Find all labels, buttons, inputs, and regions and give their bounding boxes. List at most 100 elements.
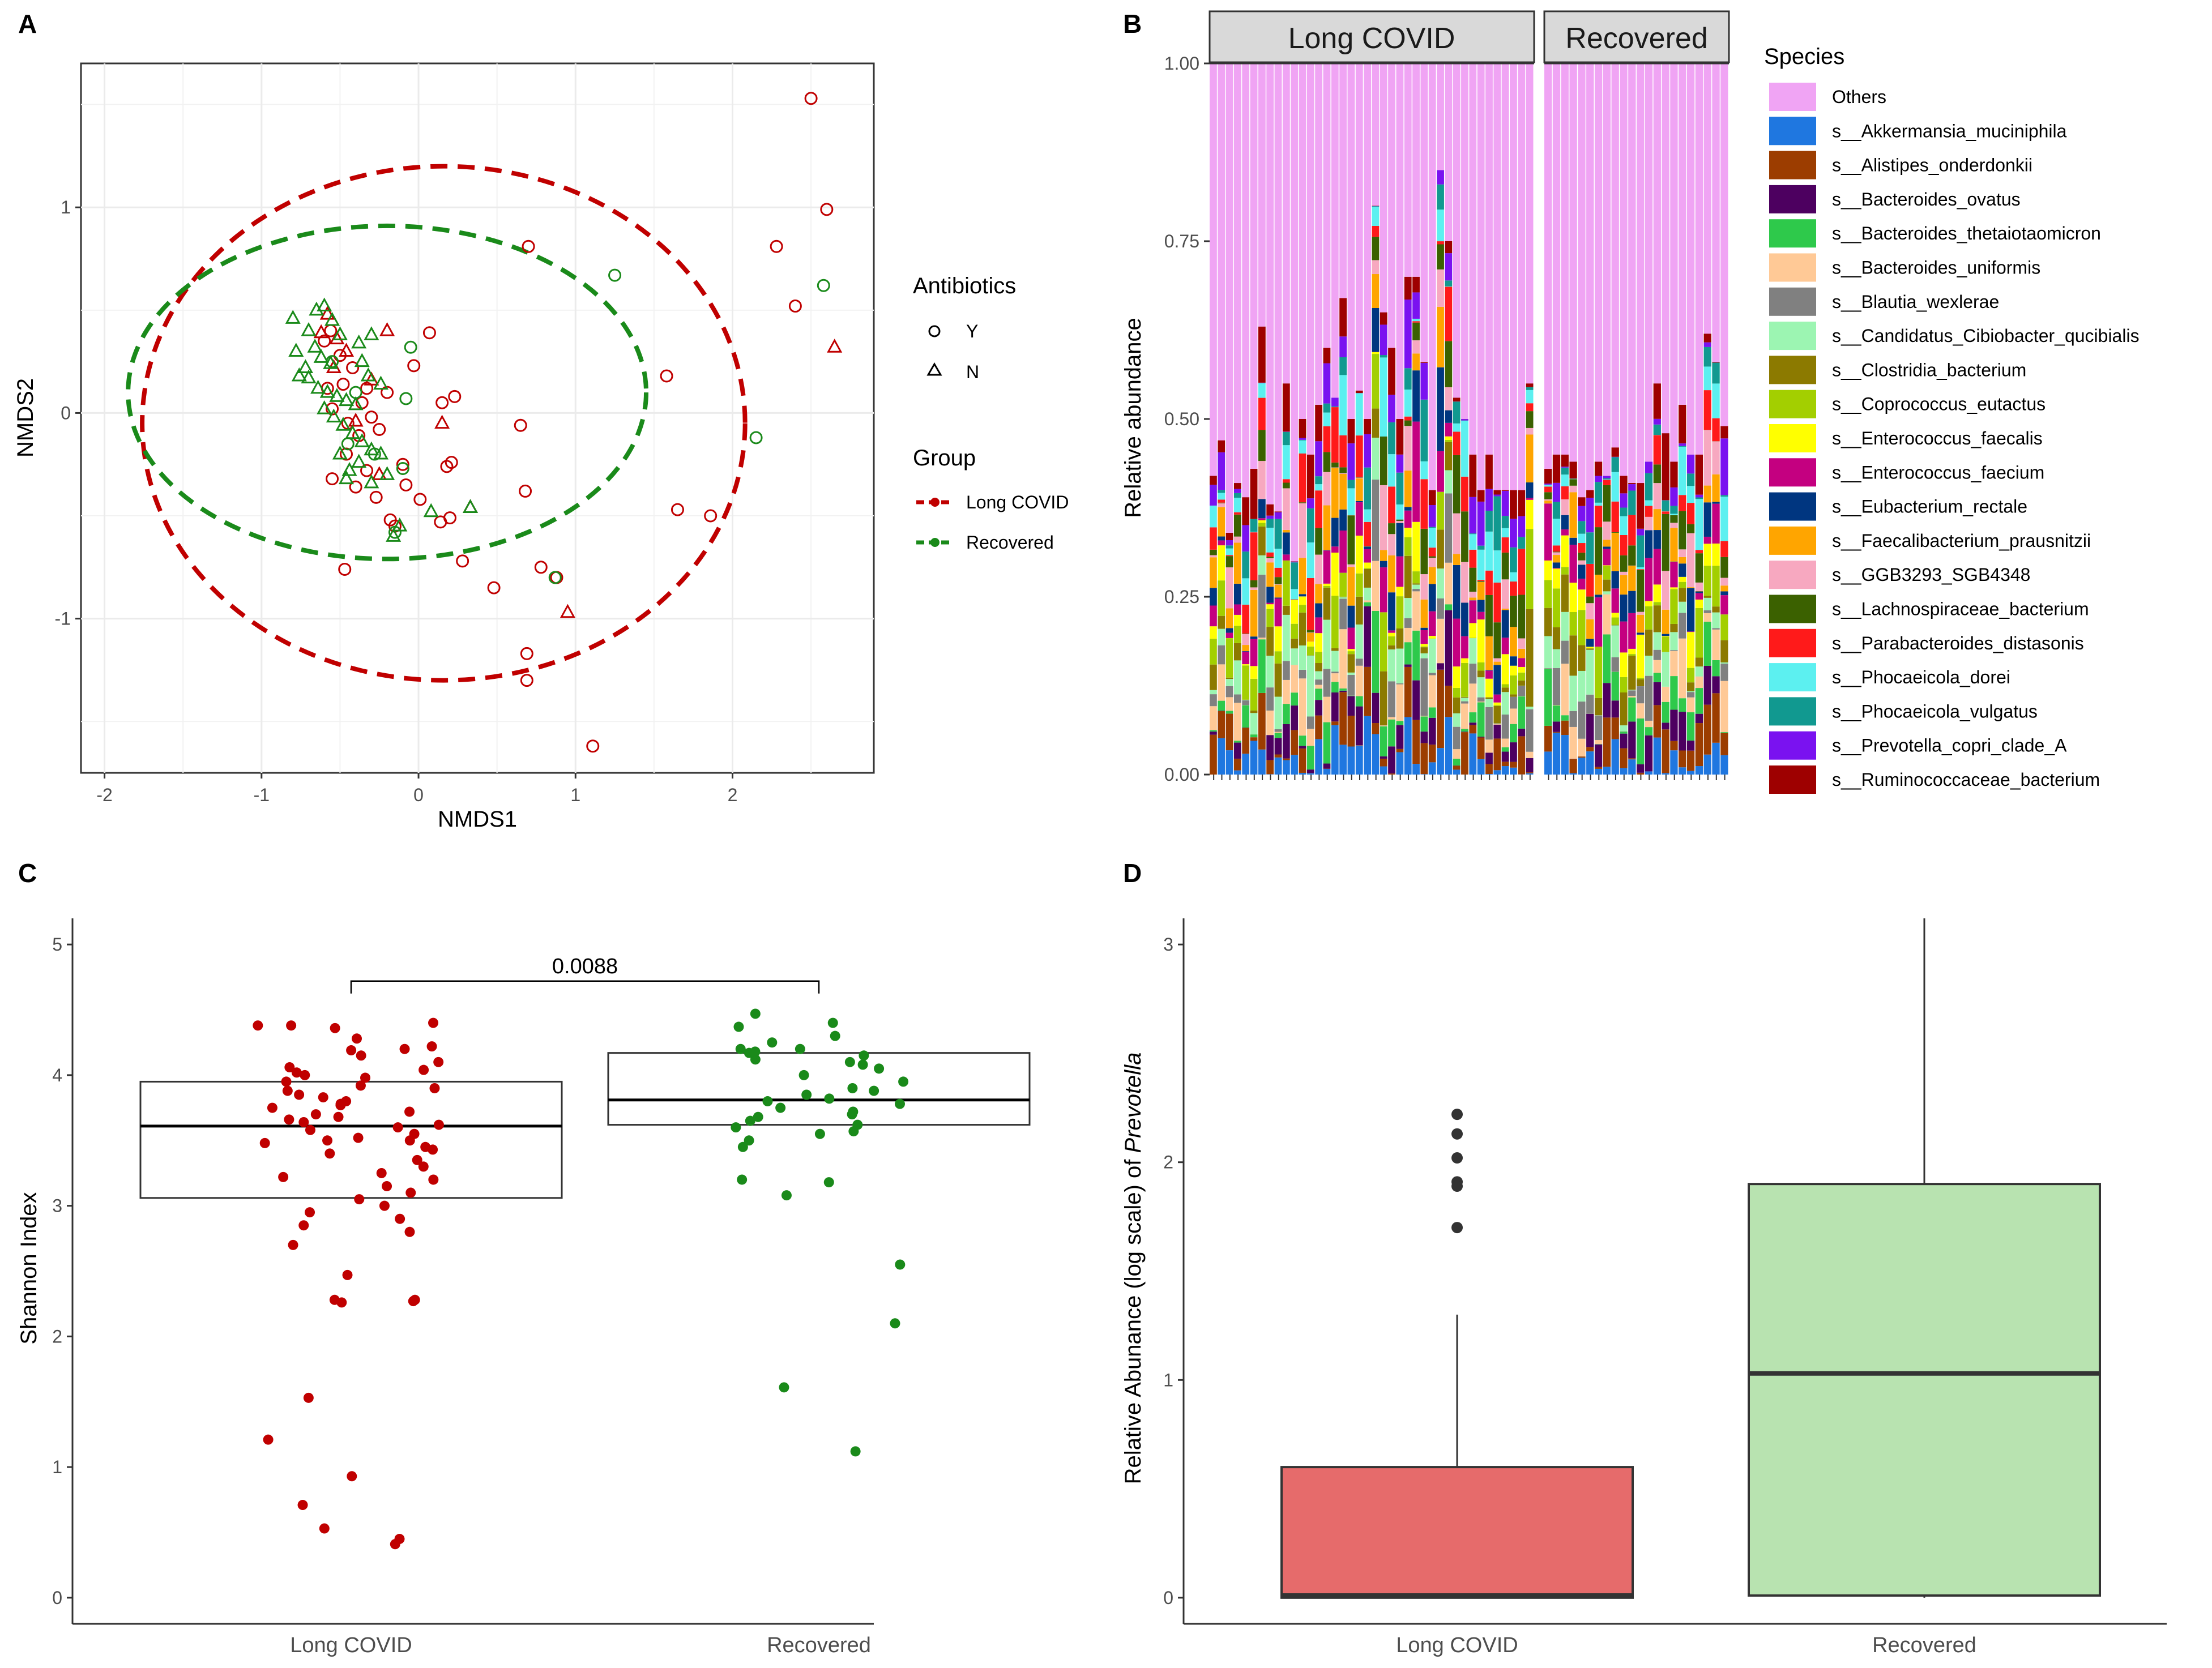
bar-segment — [1437, 184, 1444, 210]
bar-segment — [1695, 688, 1703, 714]
legend-label-others: Others — [1832, 87, 1886, 107]
bar-segment — [1266, 557, 1274, 558]
shannon-point — [404, 1106, 415, 1117]
shannon-point — [859, 1050, 869, 1061]
bar-segment — [1518, 549, 1526, 595]
bar-segment — [1493, 550, 1501, 583]
bar-segment — [1420, 774, 1428, 775]
bar-segment — [1445, 436, 1453, 440]
bar-segment — [1712, 606, 1720, 613]
bar-segment — [1611, 672, 1619, 701]
bar-segment — [1552, 588, 1561, 627]
bar-segment — [1569, 478, 1577, 479]
bar-segment — [1315, 671, 1323, 680]
panel-b-stacked-bars — [1210, 62, 1729, 780]
nmds-point — [373, 375, 389, 390]
bar-segment — [1526, 387, 1534, 390]
bar-segment — [1412, 720, 1420, 764]
bar-segment — [1372, 307, 1380, 352]
bar-segment — [1695, 454, 1703, 495]
bar-segment — [1453, 666, 1461, 688]
bar-segment — [1603, 683, 1611, 718]
bar-segment — [1233, 498, 1241, 512]
bar-segment — [1586, 498, 1594, 533]
bar-segment — [1518, 537, 1526, 549]
legend-swatch-s__parabacteroides_distasonis — [1769, 628, 1816, 657]
legend-label-s__ruminococcaceae_bacterium: s__Ruminococcaceae_bacterium — [1832, 769, 2100, 790]
bar-segment — [1445, 286, 1453, 287]
bar-segment — [1686, 473, 1695, 486]
bar-segment — [1611, 457, 1619, 472]
shannon-point — [310, 1109, 321, 1120]
bar-segment — [1578, 560, 1586, 565]
bar-segment — [1396, 721, 1404, 725]
y-tick-label: 1.00 — [1164, 53, 1199, 74]
bar-segment — [1477, 611, 1485, 620]
shannon-point — [428, 1017, 439, 1028]
bar-segment — [1404, 389, 1412, 417]
shannon-point — [286, 1020, 297, 1031]
shannon-point — [798, 1070, 809, 1080]
bar-segment — [1569, 461, 1577, 479]
bar-segment — [1695, 494, 1703, 498]
bar-segment — [1720, 681, 1728, 733]
bar-segment — [1266, 562, 1274, 587]
shannon-point — [288, 1239, 298, 1250]
bar-segment — [1331, 721, 1339, 725]
panel-a: A -2 -1 0 1 2 -1 0 1 NMDS1 NMDS2 Antibiotics Y… — [13, 9, 1069, 832]
bar-segment — [1225, 750, 1233, 775]
bar-segment — [1679, 563, 1686, 577]
bar-segment — [1266, 558, 1274, 563]
bar-segment — [1620, 476, 1628, 494]
bar-segment — [1396, 684, 1404, 721]
bar-segment — [1628, 515, 1636, 546]
bar-segment — [1274, 577, 1282, 584]
bar-segment — [1477, 697, 1485, 702]
shannon-point — [814, 1128, 825, 1139]
panel-d: D 0 1 2 3 Long COVID Recovered Relative Abu… — [1121, 858, 2167, 1657]
p-value-label: 0.0088 — [552, 955, 618, 978]
bar-segment-others — [1364, 63, 1371, 419]
bar-segment — [1445, 253, 1453, 281]
bar-segment — [1380, 758, 1387, 767]
bar-segment — [1544, 608, 1552, 636]
bar-segment — [1306, 729, 1314, 746]
bar-segment — [1477, 662, 1485, 671]
bar-segment — [1578, 533, 1586, 544]
bar-segment — [1603, 546, 1611, 549]
y-tick-label: 1 — [1163, 1370, 1173, 1390]
bar-segment — [1703, 704, 1711, 755]
nmds-point — [519, 484, 532, 498]
bar-segment — [1586, 596, 1594, 604]
bar-segment — [1339, 629, 1347, 688]
bar-segment — [1437, 269, 1444, 307]
legend-swatch-s__akkermansia_muciniphila — [1769, 117, 1816, 146]
bar-segment — [1645, 506, 1653, 517]
bar-segment — [1355, 502, 1363, 536]
bar-segment — [1611, 472, 1619, 502]
bar-segment — [1645, 558, 1653, 601]
bar-segment — [1561, 486, 1569, 499]
shannon-point — [346, 1045, 357, 1056]
bar-segment — [1578, 670, 1586, 702]
nmds-point — [399, 478, 413, 492]
bar-segment — [1437, 598, 1444, 619]
bar-segment — [1250, 468, 1258, 519]
bar-segment-others — [1210, 63, 1217, 476]
bar-segment — [1323, 768, 1331, 775]
bar-segment — [1323, 763, 1331, 769]
bar-segment — [1594, 698, 1603, 716]
bar-segment — [1561, 664, 1569, 716]
bar-segment — [1233, 614, 1241, 626]
bar-segment — [1372, 408, 1380, 438]
y-tick-label: 0 — [52, 1588, 62, 1608]
bar-segment — [1679, 549, 1686, 557]
bar-segment — [1250, 734, 1258, 738]
shannon-point — [779, 1382, 789, 1393]
bar-segment — [1695, 723, 1703, 767]
bar-segment — [1477, 600, 1485, 612]
bar-segment — [1380, 756, 1387, 759]
bar-segment — [1594, 476, 1603, 482]
nmds-point — [379, 466, 395, 480]
bar-segment — [1274, 651, 1282, 664]
